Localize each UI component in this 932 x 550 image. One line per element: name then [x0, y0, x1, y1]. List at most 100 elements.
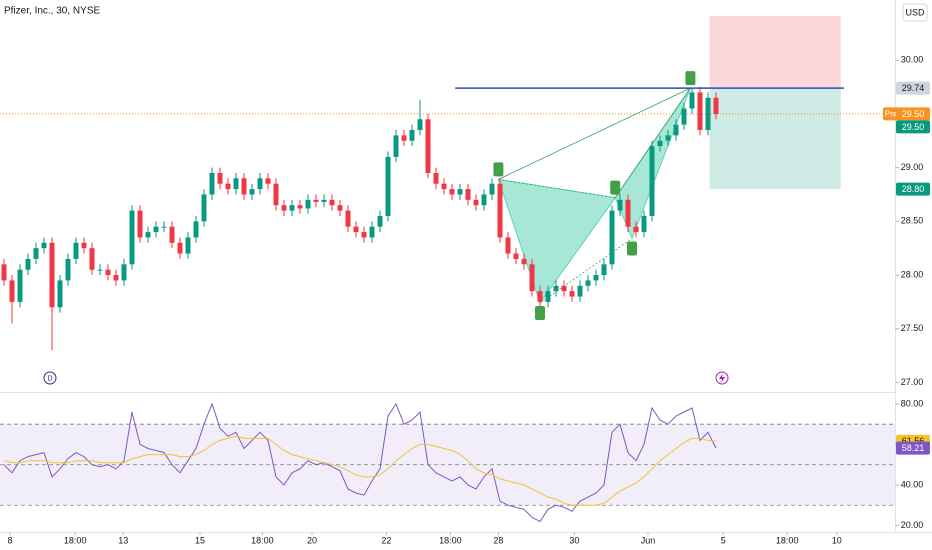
price-tag: 28.80	[902, 184, 925, 194]
price-tag-bg	[896, 120, 930, 134]
candle-body	[361, 232, 367, 238]
candle-body	[409, 130, 415, 141]
candle-body	[161, 226, 167, 228]
candle-body	[641, 215, 647, 233]
x-tick-label: 13	[118, 535, 128, 545]
candle-body	[481, 194, 487, 206]
price-tag: 29.50	[902, 109, 925, 119]
candle-body	[697, 92, 703, 130]
dividend-icon[interactable]	[43, 371, 57, 385]
candle-body	[265, 178, 271, 184]
candle-body	[185, 237, 191, 254]
y-tick-label: 28.50	[901, 216, 924, 226]
y-tick-label: 30.00	[901, 55, 924, 65]
candle-body	[329, 199, 335, 206]
premarket-tag: Pre	[885, 109, 898, 118]
candle-body	[313, 199, 319, 202]
candle-body	[145, 232, 151, 238]
x-tick-label: 18:00	[64, 535, 87, 545]
candle-body	[17, 269, 23, 302]
target-zone	[709, 88, 841, 190]
rsi-line	[3, 402, 717, 523]
candle-body	[281, 205, 287, 211]
candle-body	[305, 199, 311, 209]
candle-body	[713, 97, 719, 114]
candle-body	[41, 242, 47, 249]
candle-body	[681, 108, 687, 125]
currency-button[interactable]	[902, 3, 928, 22]
candle-body	[473, 199, 479, 206]
pattern-point-label	[685, 71, 696, 86]
candle-body	[457, 189, 463, 195]
candle-body	[393, 135, 399, 157]
y-tick-label: 80.00	[901, 398, 924, 408]
candle-body	[625, 199, 631, 227]
y-tick-label: 40.00	[901, 479, 924, 489]
premarket-tag-bg	[883, 107, 899, 121]
candle-body	[289, 205, 295, 211]
candle-body	[65, 258, 71, 281]
x-tick-label: 18:00	[776, 535, 799, 545]
candle-body	[385, 156, 391, 216]
candle-body	[297, 205, 303, 209]
candle-body	[377, 215, 383, 227]
y-tick-label: 29.00	[901, 162, 924, 172]
candle-body	[633, 226, 639, 233]
candle-body	[497, 183, 503, 238]
x-tick-label: 22	[381, 535, 391, 545]
x-tick-label: 15	[195, 535, 205, 545]
candle-body	[57, 280, 63, 308]
candle-body	[545, 291, 551, 302]
price-tag: 29.50	[902, 122, 925, 132]
candle-body	[353, 226, 359, 233]
x-tick-label: 5	[721, 535, 726, 545]
pattern-point-label	[627, 241, 637, 256]
candle-body	[649, 146, 655, 216]
candle-body	[505, 237, 511, 254]
candle-body	[249, 189, 255, 195]
y-tick-label: 27.00	[901, 377, 924, 387]
candle-body	[201, 194, 207, 222]
currency[interactable]: USD	[905, 7, 925, 17]
candle-body	[153, 226, 159, 233]
price-tag: 61.56	[902, 436, 925, 446]
candle-body	[401, 135, 407, 141]
candle-body	[169, 226, 175, 243]
candle-body	[369, 226, 375, 238]
dividend-icon-letter: D	[47, 375, 52, 382]
price-tag-bg	[896, 441, 930, 455]
candle-body	[569, 291, 575, 297]
pattern-point-label	[535, 305, 545, 320]
candle-body	[705, 97, 711, 130]
x-tick-label: Jun	[641, 535, 656, 545]
rsi-line	[3, 435, 717, 506]
candle-body	[529, 264, 535, 292]
candle-body	[257, 178, 263, 190]
candle-body	[89, 248, 95, 270]
price-tag: 58.21	[902, 443, 925, 453]
price-tag-bg	[896, 107, 930, 121]
candle-body	[33, 248, 39, 259]
candle-body	[233, 178, 239, 190]
candle-body	[177, 242, 183, 254]
candle-body	[193, 221, 199, 238]
price-tag-bg	[896, 81, 930, 95]
candle-body	[9, 280, 15, 302]
candle-body	[617, 199, 623, 211]
pattern-leg	[498, 87, 691, 180]
candle-body	[273, 183, 279, 206]
x-tick-label: 8	[7, 535, 12, 545]
candle-body	[321, 199, 327, 202]
candle-body	[537, 291, 543, 302]
stop-zone	[709, 16, 841, 89]
chart-title: Pfizer, Inc., 30, NYSE	[4, 6, 100, 17]
x-tick-label: 18:00	[251, 535, 274, 545]
candle-body	[441, 183, 447, 190]
candle-body	[105, 269, 111, 276]
x-tick-label: 20	[307, 535, 317, 545]
pattern-leg	[539, 238, 633, 304]
candle-body	[657, 140, 663, 147]
x-tick-label: 18:00	[439, 535, 462, 545]
candle-body	[417, 119, 423, 130]
